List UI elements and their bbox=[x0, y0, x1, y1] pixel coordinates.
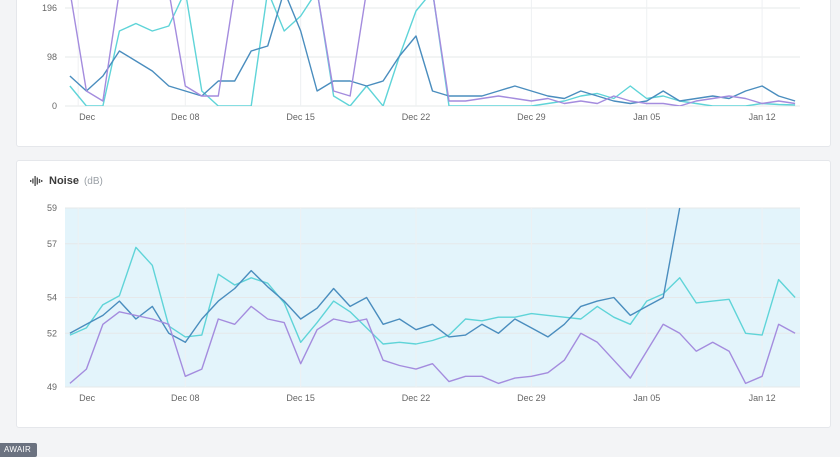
chart-card-noise: Noise (dB) 59 57 54 52 49 Dec Dec 08 Dec 15 Dec … bbox=[16, 160, 831, 428]
x-tick-label: Dec 15 bbox=[286, 393, 315, 403]
y-tick-label: 52 bbox=[47, 328, 57, 338]
x-tick-label: Dec 29 bbox=[517, 393, 546, 403]
x-tick-label: Dec bbox=[79, 393, 96, 403]
y-tick-label: 59 bbox=[47, 203, 57, 213]
awair-badge: AWAIR bbox=[0, 443, 38, 457]
x-tick-label: Dec 22 bbox=[402, 393, 431, 403]
y-tick-label: 49 bbox=[47, 382, 57, 392]
noise-header: Noise (dB) bbox=[30, 175, 103, 187]
y-tick-label: 54 bbox=[47, 293, 57, 303]
sound-wave-icon bbox=[30, 176, 43, 186]
top-chart: 196 98 0 Dec Dec 08 Dec 15 Dec 22 Dec 29 Jan 05 J… bbox=[42, 0, 800, 122]
x-tick-label: Dec 15 bbox=[286, 112, 315, 122]
series-line-teal bbox=[69, 0, 796, 106]
series-line-purple bbox=[70, 0, 796, 106]
x-tick-label: Dec 08 bbox=[171, 112, 200, 122]
noise-title: Noise bbox=[49, 175, 79, 187]
chart-card-top: 196 98 0 Dec Dec 08 Dec 15 Dec 22 Dec 29 Jan 05 J… bbox=[16, 0, 831, 147]
noise-chart: 59 57 54 52 49 Dec Dec 08 Dec 15 Dec 22 Dec 29 Jan… bbox=[47, 203, 800, 403]
noise-unit: (dB) bbox=[83, 175, 103, 187]
x-tick-label: Jan 05 bbox=[633, 112, 660, 122]
y-tick-label: 0 bbox=[52, 101, 57, 111]
x-tick-label: Dec 22 bbox=[402, 112, 431, 122]
x-tick-label: Dec 29 bbox=[517, 112, 546, 122]
y-tick-label: 196 bbox=[42, 3, 57, 13]
x-tick-label: Jan 12 bbox=[749, 393, 776, 403]
y-tick-label: 98 bbox=[47, 52, 57, 62]
x-tick-label: Jan 05 bbox=[633, 393, 660, 403]
x-tick-label: Dec 08 bbox=[171, 393, 200, 403]
series-line-teal bbox=[69, 246, 796, 345]
series-line-blue bbox=[69, 0, 796, 105]
y-tick-label: 57 bbox=[47, 239, 57, 249]
x-tick-label: Jan 12 bbox=[749, 112, 776, 122]
series-line-purple bbox=[69, 305, 796, 385]
x-tick-label: Dec bbox=[79, 112, 96, 122]
